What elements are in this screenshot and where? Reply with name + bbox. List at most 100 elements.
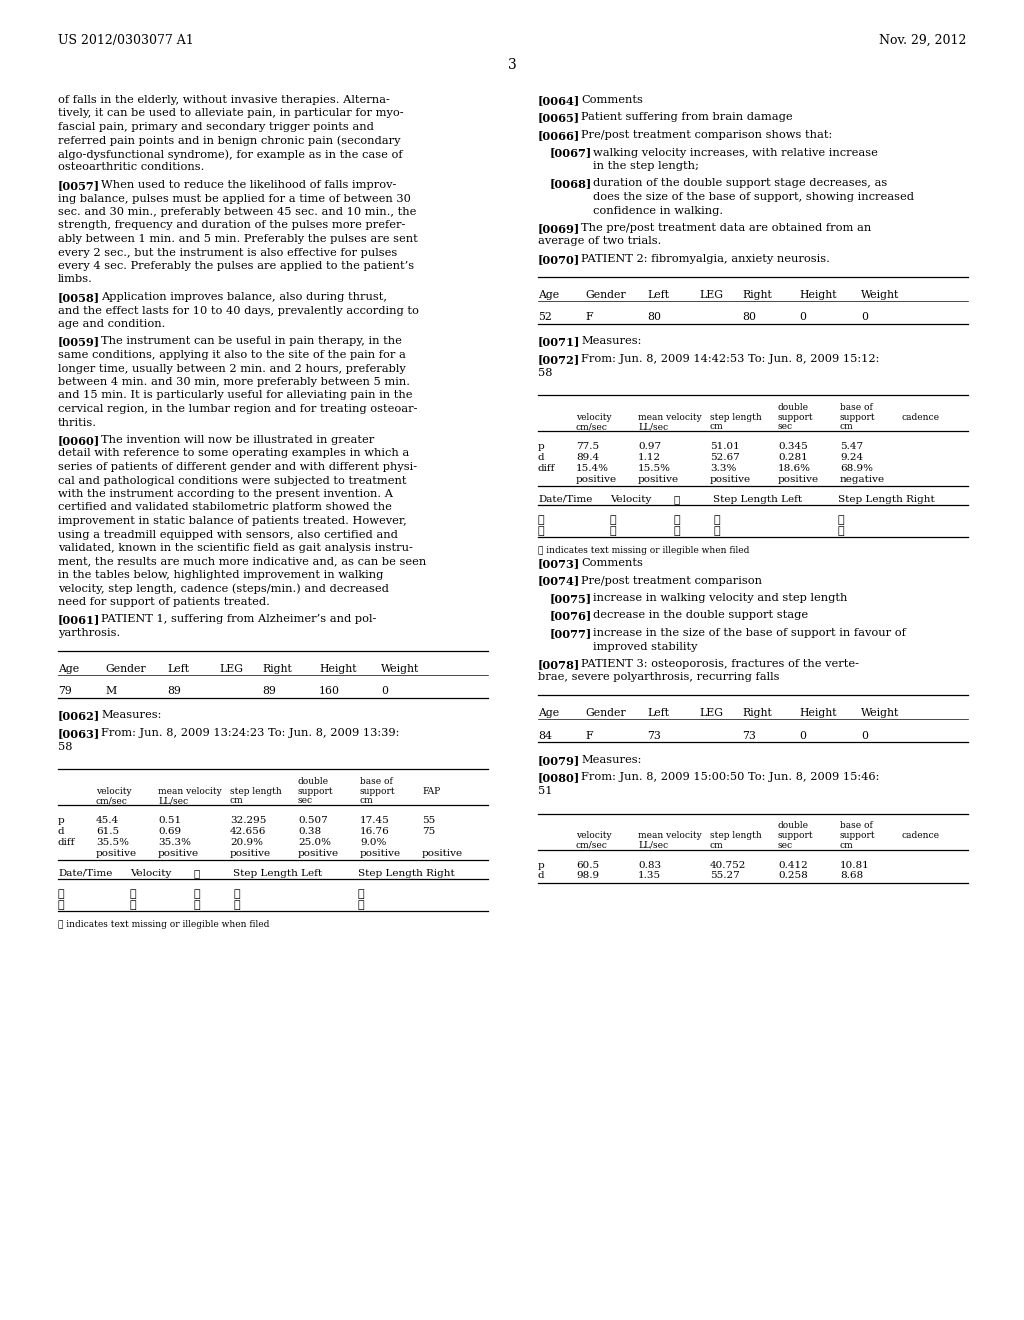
Text: cm/sec: cm/sec	[575, 841, 608, 850]
Text: algo-dysfunctional syndrome), for example as in the case of: algo-dysfunctional syndrome), for exampl…	[58, 149, 402, 160]
Text: LEG: LEG	[699, 289, 723, 300]
Text: 0.69: 0.69	[158, 828, 181, 836]
Text: 0.281: 0.281	[778, 453, 808, 462]
Text: Velocity: Velocity	[610, 495, 651, 504]
Text: diff: diff	[538, 465, 555, 473]
Text: From: Jun. 8, 2009 14:42:53 To: Jun. 8, 2009 15:12:: From: Jun. 8, 2009 14:42:53 To: Jun. 8, …	[581, 354, 880, 364]
Text: ⓒ indicates text missing or illegible when filed: ⓒ indicates text missing or illegible wh…	[538, 546, 750, 554]
Text: 0.83: 0.83	[638, 861, 662, 870]
Text: p: p	[538, 442, 545, 451]
Text: 1.35: 1.35	[638, 871, 662, 880]
Text: certified and validated stabilometric platform showed the: certified and validated stabilometric pl…	[58, 503, 392, 512]
Text: ⓒ: ⓒ	[713, 525, 720, 536]
Text: fascial pain, primary and secondary trigger points and: fascial pain, primary and secondary trig…	[58, 121, 374, 132]
Text: 0: 0	[861, 731, 868, 741]
Text: positive: positive	[422, 849, 463, 858]
Text: base of: base of	[840, 403, 872, 412]
Text: 8.68: 8.68	[840, 871, 863, 880]
Text: 89: 89	[167, 686, 181, 697]
Text: positive: positive	[360, 849, 401, 858]
Text: 58: 58	[58, 742, 73, 751]
Text: positive: positive	[778, 475, 819, 484]
Text: mean velocity: mean velocity	[638, 413, 701, 422]
Text: Measures:: Measures:	[101, 710, 162, 721]
Text: ⓒ: ⓒ	[358, 888, 365, 899]
Text: [0067]: [0067]	[550, 148, 592, 158]
Text: [0072]: [0072]	[538, 354, 581, 366]
Text: 0.507: 0.507	[298, 816, 328, 825]
Text: using a treadmill equipped with sensors, also certified and: using a treadmill equipped with sensors,…	[58, 529, 398, 540]
Text: [0065]: [0065]	[538, 112, 581, 124]
Text: 0: 0	[381, 686, 388, 697]
Text: [0057]: [0057]	[58, 180, 100, 191]
Text: 84: 84	[538, 731, 552, 741]
Text: detail with reference to some operating examples in which a: detail with reference to some operating …	[58, 449, 410, 458]
Text: [0079]: [0079]	[538, 755, 581, 766]
Text: [0063]: [0063]	[58, 729, 100, 739]
Text: Height: Height	[799, 708, 837, 718]
Text: 10.81: 10.81	[840, 861, 869, 870]
Text: ⓒ: ⓒ	[130, 900, 136, 909]
Text: support: support	[778, 413, 814, 422]
Text: d: d	[58, 828, 65, 836]
Text: Pre/post treatment comparison: Pre/post treatment comparison	[581, 576, 762, 586]
Text: cm: cm	[840, 841, 854, 850]
Text: 1.12: 1.12	[638, 453, 662, 462]
Text: 40.752: 40.752	[710, 861, 746, 870]
Text: support: support	[778, 832, 814, 841]
Text: brae, severe polyarthrosis, recurring falls: brae, severe polyarthrosis, recurring fa…	[538, 672, 779, 682]
Text: ⓒ: ⓒ	[610, 525, 616, 536]
Text: in the step length;: in the step length;	[593, 161, 698, 172]
Text: Nov. 29, 2012: Nov. 29, 2012	[879, 34, 966, 48]
Text: Pre/post treatment comparison shows that:: Pre/post treatment comparison shows that…	[581, 129, 833, 140]
Text: [0075]: [0075]	[550, 593, 592, 605]
Text: velocity, step length, cadence (steps/min.) and decreased: velocity, step length, cadence (steps/mi…	[58, 583, 389, 594]
Text: Height: Height	[319, 664, 356, 673]
Text: negative: negative	[840, 475, 885, 484]
Text: ⓒ: ⓒ	[193, 900, 200, 909]
Text: confidence in walking.: confidence in walking.	[593, 206, 723, 215]
Text: FAP: FAP	[422, 787, 440, 796]
Text: sec: sec	[778, 841, 794, 850]
Text: 73: 73	[647, 731, 660, 741]
Text: ably between 1 min. and 5 min. Preferably the pulses are sent: ably between 1 min. and 5 min. Preferabl…	[58, 234, 418, 244]
Text: [0062]: [0062]	[58, 710, 100, 722]
Text: increase in the size of the base of support in favour of: increase in the size of the base of supp…	[593, 628, 906, 638]
Text: Patient suffering from brain damage: Patient suffering from brain damage	[581, 112, 793, 123]
Text: 160: 160	[319, 686, 340, 697]
Text: The pre/post treatment data are obtained from an: The pre/post treatment data are obtained…	[581, 223, 871, 234]
Text: 32.295: 32.295	[230, 816, 266, 825]
Text: cadence: cadence	[902, 832, 940, 841]
Text: step length: step length	[230, 787, 282, 796]
Text: base of: base of	[840, 821, 872, 830]
Text: cm: cm	[230, 796, 244, 805]
Text: The instrument can be useful in pain therapy, in the: The instrument can be useful in pain the…	[101, 337, 401, 346]
Text: longer time, usually between 2 min. and 2 hours, preferably: longer time, usually between 2 min. and …	[58, 363, 406, 374]
Text: Weight: Weight	[861, 289, 899, 300]
Text: PATIENT 1, suffering from Alzheimer’s and pol-: PATIENT 1, suffering from Alzheimer’s an…	[101, 615, 377, 624]
Text: Weight: Weight	[381, 664, 419, 673]
Text: The invention will now be illustrated in greater: The invention will now be illustrated in…	[101, 436, 374, 445]
Text: ing balance, pulses must be applied for a time of between 30: ing balance, pulses must be applied for …	[58, 194, 411, 203]
Text: Age: Age	[58, 664, 79, 673]
Text: cal and pathological conditions were subjected to treatment: cal and pathological conditions were sub…	[58, 475, 407, 486]
Text: cm: cm	[840, 422, 854, 432]
Text: [0074]: [0074]	[538, 576, 581, 586]
Text: 0.97: 0.97	[638, 442, 662, 451]
Text: Weight: Weight	[861, 708, 899, 718]
Text: 3.3%: 3.3%	[710, 465, 736, 473]
Text: 75: 75	[422, 828, 435, 836]
Text: 73: 73	[742, 731, 756, 741]
Text: LEG: LEG	[699, 708, 723, 718]
Text: 0.51: 0.51	[158, 816, 181, 825]
Text: positive: positive	[298, 849, 339, 858]
Text: validated, known in the scientific field as gait analysis instru-: validated, known in the scientific field…	[58, 543, 413, 553]
Text: 89: 89	[262, 686, 275, 697]
Text: 35.5%: 35.5%	[96, 838, 129, 847]
Text: support: support	[360, 787, 395, 796]
Text: Velocity: Velocity	[130, 869, 171, 878]
Text: 68.9%: 68.9%	[840, 465, 873, 473]
Text: ⓒ indicates text missing or illegible when filed: ⓒ indicates text missing or illegible wh…	[58, 920, 269, 929]
Text: [0069]: [0069]	[538, 223, 581, 234]
Text: in the tables below, highlighted improvement in walking: in the tables below, highlighted improve…	[58, 570, 383, 579]
